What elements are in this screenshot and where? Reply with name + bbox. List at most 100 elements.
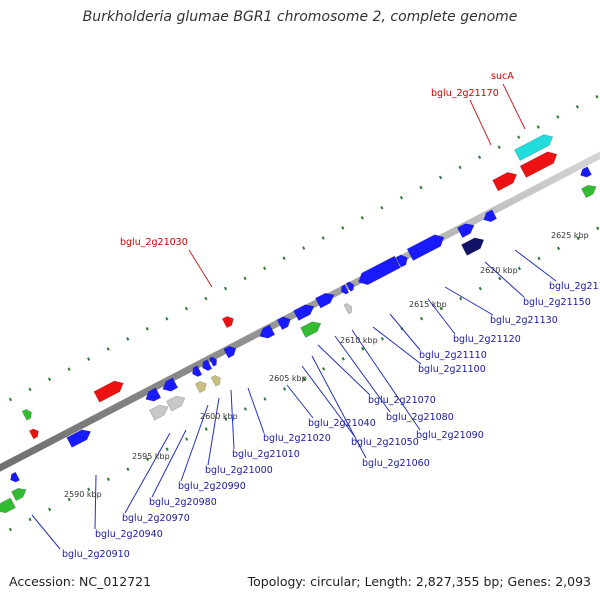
accession-text: Accession: NC_012721: [9, 574, 152, 589]
leader-line-red: [469, 99, 492, 146]
gene-label-sucA[interactable]: sucA: [491, 71, 514, 82]
upper-tick-row: [0, 93, 600, 407]
scale-label: 2610 kbp: [340, 336, 378, 345]
scale-labels: 2590 kbp 2595 kbp 2600 kbp 2605 kbp 2610 kbp…: [64, 231, 589, 499]
gene-feature-10[interactable]: [208, 356, 218, 367]
gene-label-bglu_2g20980[interactable]: bglu_2g20980: [149, 497, 217, 508]
gene-feature-20[interactable]: [395, 253, 410, 268]
gene-label-bglu_2g20970[interactable]: bglu_2g20970: [122, 513, 190, 524]
gene-feature-7[interactable]: [210, 374, 223, 387]
leader-line: [94, 474, 97, 530]
gene-label-bglu_2g21110[interactable]: bglu_2g21110: [419, 350, 487, 361]
scale-label: 2590 kbp: [64, 490, 102, 499]
gene-feature-21[interactable]: [406, 231, 447, 261]
leader-line: [230, 389, 235, 450]
scale-label: 2600 kbp: [200, 412, 238, 421]
leader-line: [31, 514, 61, 550]
gene-feature-28[interactable]: [519, 148, 560, 178]
gene-feature-13[interactable]: [257, 324, 276, 341]
gene-features[interactable]: [0, 131, 599, 516]
scale-label: 2625 kbp: [551, 231, 589, 240]
gene-feature-23[interactable]: [481, 209, 498, 224]
gene-label-bglu_2g21070[interactable]: bglu_2g21070: [368, 395, 436, 406]
gene-feature-15[interactable]: [293, 302, 317, 321]
gene-feature-34[interactable]: [8, 471, 21, 484]
gene-feature-12[interactable]: [221, 314, 235, 329]
leader-line: [301, 365, 356, 438]
gene-label-bglu_2g21170[interactable]: bglu_2g21170: [431, 88, 499, 99]
leader-line: [207, 397, 220, 466]
leader-line: [151, 429, 187, 498]
leader-line-red: [188, 249, 213, 288]
gene-label-bglu_2g21010[interactable]: bglu_2g21010: [232, 449, 300, 460]
gene-label-bglu_2g21100[interactable]: bglu_2g21100: [418, 364, 486, 375]
gene-feature-31[interactable]: [581, 182, 598, 199]
leader-line: [311, 355, 367, 459]
gene-feature-18[interactable]: [345, 281, 355, 292]
gene-label-bglu_2g21030[interactable]: bglu_2g21030: [120, 237, 188, 248]
gene-feature-9[interactable]: [200, 359, 213, 373]
leader-line: [484, 261, 525, 298]
gene-feature-19[interactable]: [355, 255, 401, 288]
gene-label-bglu_2g21120[interactable]: bglu_2g21120: [453, 334, 521, 345]
gene-label-bglu_2g21160[interactable]: bglu_2g21160: [549, 281, 600, 292]
gene-label-bglu_2g21090[interactable]: bglu_2g21090: [416, 430, 484, 441]
leader-line: [180, 404, 209, 482]
gene-feature-3[interactable]: [160, 377, 179, 394]
map-title: Burkholderia glumae BGR1 chromosome 2, c…: [82, 9, 518, 25]
gene-feature-30[interactable]: [578, 166, 592, 180]
label-connectors: [31, 83, 557, 550]
gene-label-bglu_2g21000[interactable]: bglu_2g21000: [205, 465, 273, 476]
gene-feature-36[interactable]: [0, 497, 16, 516]
gene-label-bglu_2g20910[interactable]: bglu_2g20910: [62, 549, 130, 560]
gene-label-bglu_2g21060[interactable]: bglu_2g21060: [362, 458, 430, 469]
gene-feature-4[interactable]: [149, 402, 170, 421]
gene-feature-29[interactable]: [514, 131, 555, 161]
leader-line: [247, 387, 265, 434]
scale-label: 2620 kbp: [480, 266, 518, 275]
scale-label: 2605 kbp: [269, 374, 307, 383]
gene-feature-26[interactable]: [343, 302, 354, 315]
gene-feature-17[interactable]: [339, 284, 350, 296]
gene-feature-25[interactable]: [300, 319, 324, 338]
gene-feature-2[interactable]: [143, 387, 162, 404]
gene-label-bglu_2g20990[interactable]: bglu_2g20990: [178, 481, 246, 492]
gene-feature-22[interactable]: [456, 220, 476, 238]
gene-label-bglu_2g21040[interactable]: bglu_2g21040: [308, 418, 376, 429]
gene-feature-5[interactable]: [166, 393, 187, 412]
leader-line: [317, 344, 371, 396]
leader-line: [351, 329, 421, 431]
gene-feature-33[interactable]: [28, 427, 40, 440]
genome-summary-text: Topology: circular; Length: 2,827,355 bp…: [247, 574, 591, 589]
gene-feature-11[interactable]: [223, 344, 238, 359]
leader-line: [372, 326, 422, 365]
leader-line: [514, 249, 557, 282]
gene-label-bglu_2g21130[interactable]: bglu_2g21130: [490, 315, 558, 326]
leader-line-red: [502, 83, 526, 130]
gene-feature-35[interactable]: [11, 485, 28, 502]
gene-label-bglu_2g21080[interactable]: bglu_2g21080: [386, 412, 454, 423]
gene-feature-16[interactable]: [315, 290, 336, 309]
gene-feature-24[interactable]: [461, 235, 486, 256]
scale-label: 2595 kbp: [132, 452, 170, 461]
leader-line: [124, 432, 171, 514]
gene-label-bglu_2g20940[interactable]: bglu_2g20940: [95, 529, 163, 540]
gene-label-bglu_2g21020[interactable]: bglu_2g21020: [263, 433, 331, 444]
gene-feature-14[interactable]: [276, 314, 293, 331]
gene-feature-0[interactable]: [66, 427, 93, 448]
gene-feature-6[interactable]: [194, 379, 208, 394]
leader-line: [427, 298, 456, 335]
leader-line: [334, 335, 391, 413]
gene-label-bglu_2g21150[interactable]: bglu_2g21150: [523, 297, 591, 308]
gene-labels[interactable]: bglu_2g20910 bglu_2g20940 bglu_2g20970 bglu…: [62, 71, 600, 560]
gene-feature-27[interactable]: [492, 169, 520, 192]
gene-feature-1[interactable]: [93, 378, 126, 403]
leader-line: [286, 384, 314, 419]
scale-label: 2615 kbp: [409, 300, 447, 309]
gene-label-bglu_2g21050[interactable]: bglu_2g21050: [351, 437, 419, 448]
gene-feature-32[interactable]: [21, 408, 34, 421]
gene-feature-8[interactable]: [190, 365, 203, 379]
leader-line: [444, 286, 494, 316]
leader-line: [389, 313, 421, 351]
